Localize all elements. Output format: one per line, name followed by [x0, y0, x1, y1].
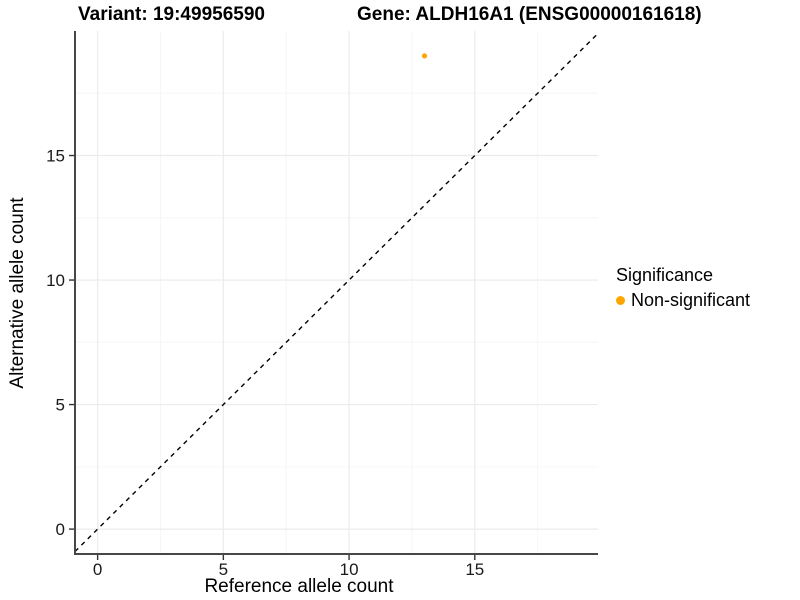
- legend-title: Significance: [616, 265, 714, 285]
- non-significant-marker-icon: [616, 296, 625, 305]
- plot-title-variant: Variant: 19:49956590: [78, 4, 265, 25]
- legend-item-label: Non-significant: [631, 290, 751, 310]
- y-tick-label: 15: [46, 147, 65, 166]
- data-point: [421, 53, 428, 59]
- legend: Significance Non-significant: [616, 265, 750, 311]
- y-axis-title: Alternative allele count: [7, 197, 28, 389]
- x-tick-label: 0: [93, 560, 102, 579]
- x-tick-label: 5: [219, 560, 228, 579]
- x-tick-label: 10: [340, 560, 359, 579]
- identity-dashed-line: [74, 32, 599, 553]
- plot-title-gene: Gene: ALDH16A1 (ENSG00000161618): [357, 4, 702, 25]
- x-axis-title: Reference allele count: [204, 576, 394, 597]
- y-tick-label: 10: [46, 271, 65, 290]
- x-tick-label: 15: [465, 560, 484, 579]
- legend-item-non-significant: Non-significant: [616, 290, 750, 311]
- y-tick-label: 5: [56, 396, 65, 415]
- y-tick-label: 0: [56, 520, 65, 539]
